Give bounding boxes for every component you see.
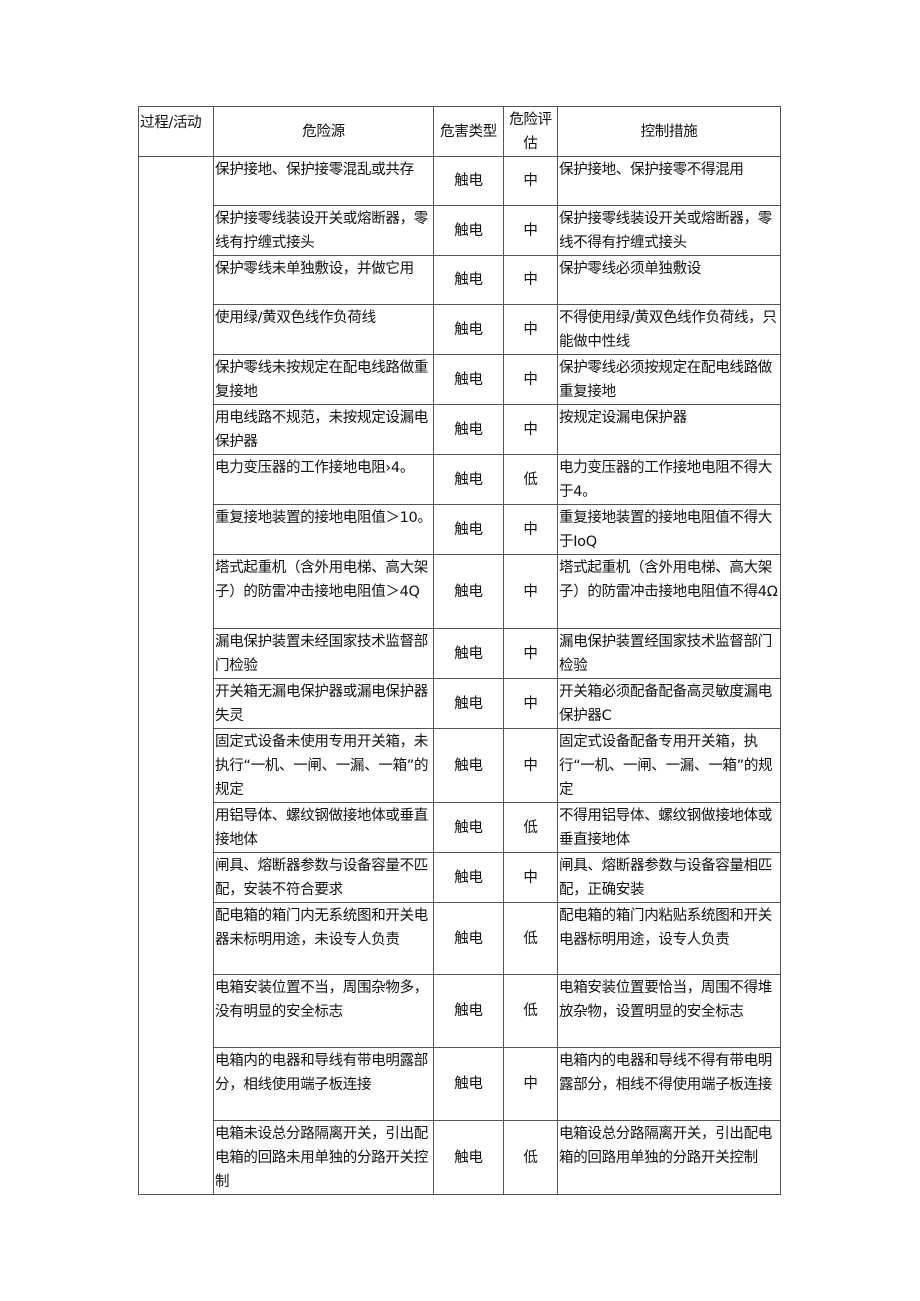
table-row: 重复接地装置的接地电阻值＞10。 触电中重复接地装置的接地电阻值不得大于IoQ bbox=[139, 504, 781, 555]
risk-level-cell: 中 bbox=[503, 354, 558, 405]
risk-level-cell: 低 bbox=[503, 802, 558, 853]
hazard-type-cell: 触电 bbox=[433, 1120, 504, 1195]
hazard-type-cell: 触电 bbox=[433, 678, 504, 729]
risk-level-cell: 中 bbox=[503, 628, 558, 679]
hazard-type-cell: 触电 bbox=[433, 628, 504, 679]
control-measure-cell: 重复接地装置的接地电阻值不得大于IoQ bbox=[557, 504, 781, 555]
risk-level-cell: 低 bbox=[503, 1120, 558, 1195]
control-measure-cell: 保护零线必须按规定在配电线路做重复接地 bbox=[557, 354, 781, 405]
hazard-source-cell: 电箱安装位置不当，周围杂物多，没有明显的安全标志 bbox=[213, 974, 434, 1048]
control-measure-cell: 固定式设备配备专用开关箱，执行“一机、一闸、一漏、一箱”的规定 bbox=[557, 728, 781, 803]
hazard-type-cell: 触电 bbox=[433, 205, 504, 256]
hazard-type-cell: 触电 bbox=[433, 852, 504, 903]
hazard-table: 过程/活动 危险源 危害类型 危险评估 控制措施 保护接地、保护接零混乱或共存触… bbox=[138, 106, 781, 1195]
hazard-source-cell: 电箱内的电器和导线有带电明露部分，相线使用端子板连接 bbox=[213, 1047, 434, 1121]
control-measure-cell: 漏电保护装置经国家技术监督部门检验 bbox=[557, 628, 781, 679]
hazard-type-cell: 触电 bbox=[433, 404, 504, 455]
hazard-type-cell: 触电 bbox=[433, 156, 504, 206]
risk-level-cell: 中 bbox=[503, 205, 558, 256]
table-row: 用电线路不规范，未按规定设漏电保护器 触电中按规定设漏电保护器 bbox=[139, 404, 781, 455]
table-row: 漏电保护装置未经国家技术监督部门检验 触电中漏电保护装置经国家技术监督部门检验 bbox=[139, 628, 781, 679]
table-row: 电力变压器的工作接地电阻›4。 触电低电力变压器的工作接地电阻不得大于4。 bbox=[139, 454, 781, 505]
risk-level-cell: 中 bbox=[503, 728, 558, 803]
table-row: 保护零线未按规定在配电线路做重复接地 触电中保护零线必须按规定在配电线路做重复接地 bbox=[139, 354, 781, 405]
table-row: 配电箱的箱门内无系统图和开关电器未标明用途，未设专人负责 触电低配电箱的箱门内粘贴… bbox=[139, 902, 781, 975]
table-row: 电箱安装位置不当，周围杂物多，没有明显的安全标志 触电低电箱安装位置要恰当，周围不… bbox=[139, 974, 781, 1048]
hazard-type-cell: 触电 bbox=[433, 728, 504, 803]
risk-level-cell: 低 bbox=[503, 974, 558, 1048]
control-measure-cell: 不得用铝导体、螺纹钢做接地体或垂直接地体 bbox=[557, 802, 781, 853]
hazard-type-cell: 触电 bbox=[433, 902, 504, 975]
table-row: 保护零线未单独敷设，并做它用 触电中保护零线必须单独敷设 bbox=[139, 255, 781, 305]
hazard-source-cell: 塔式起重机（含外用电梯、高大架子）的防雷冲击接地电阻值＞4Q bbox=[213, 554, 434, 629]
risk-level-cell: 中 bbox=[503, 1047, 558, 1121]
risk-level-cell: 中 bbox=[503, 304, 558, 355]
risk-level-cell: 中 bbox=[503, 156, 558, 206]
hazard-type-cell: 触电 bbox=[433, 304, 504, 355]
table-row: 使用绿/黄双色线作负荷线 触电中不得使用绿/黄双色线作负荷线，只能做中性线 bbox=[139, 304, 781, 355]
risk-level-cell: 低 bbox=[503, 902, 558, 975]
control-measure-cell: 电箱内的电器和导线不得有带电明露部分，相线不得使用端子板连接 bbox=[557, 1047, 781, 1121]
hazard-type-cell: 触电 bbox=[433, 504, 504, 555]
control-measure-cell: 电箱设总分路隔离开关，引出配电箱的回路用单独的分路开关控制 bbox=[557, 1120, 781, 1195]
header-source: 危险源 bbox=[213, 106, 434, 157]
hazard-source-cell: 保护接零线装设开关或熔断器，零线有拧缠式接头 bbox=[213, 205, 434, 256]
hazard-type-cell: 触电 bbox=[433, 974, 504, 1048]
table-row: 保护接地、保护接零混乱或共存 触电中保护接地、保护接零不得混用 bbox=[138, 156, 781, 1195]
header-activity: 过程/活动 bbox=[138, 106, 214, 157]
table-row: 电箱未设总分路隔离开关，引出配电箱的回路未用单独的分路开关控制 触电低电箱设总分路… bbox=[139, 1120, 781, 1195]
hazard-source-cell: 重复接地装置的接地电阻值＞10。 bbox=[213, 504, 434, 555]
hazard-source-cell: 固定式设备未使用专用开关箱，未执行“一机、一闸、一漏、一箱”的规定 bbox=[213, 728, 434, 803]
hazard-type-cell: 触电 bbox=[433, 454, 504, 505]
risk-level-cell: 中 bbox=[503, 852, 558, 903]
hazard-type-cell: 触电 bbox=[433, 554, 504, 629]
risk-level-cell: 中 bbox=[503, 255, 558, 305]
table-header-row: 过程/活动 危险源 危害类型 危险评估 控制措施 bbox=[138, 106, 781, 157]
control-measure-cell: 保护零线必须单独敷设 bbox=[557, 255, 781, 305]
hazard-source-cell: 保护接地、保护接零混乱或共存 bbox=[213, 156, 434, 206]
control-measure-cell: 开关箱必须配备配备高灵敏度漏电保护器C bbox=[557, 678, 781, 729]
control-measure-cell: 配电箱的箱门内粘贴系统图和开关电器标明用途，设专人负责 bbox=[557, 902, 781, 975]
control-measure-cell: 保护接零线装设开关或熔断器，零线不得有拧缠式接头 bbox=[557, 205, 781, 256]
hazard-type-cell: 触电 bbox=[433, 354, 504, 405]
control-measure-cell: 保护接地、保护接零不得混用 bbox=[557, 156, 781, 206]
control-measure-cell: 塔式起重机（含外用电梯、高大架子）的防雷冲击接地电阻值不得4Ω bbox=[557, 554, 781, 629]
hazard-source-cell: 使用绿/黄双色线作负荷线 bbox=[213, 304, 434, 355]
control-measure-cell: 按规定设漏电保护器 bbox=[557, 404, 781, 455]
table-row: 电箱内的电器和导线有带电明露部分，相线使用端子板连接 触电中电箱内的电器和导线不得… bbox=[139, 1047, 781, 1121]
hazard-type-cell: 触电 bbox=[433, 802, 504, 853]
header-risk: 危险评估 bbox=[503, 106, 558, 157]
hazard-source-cell: 配电箱的箱门内无系统图和开关电器未标明用途，未设专人负责 bbox=[213, 902, 434, 975]
control-measure-cell: 电力变压器的工作接地电阻不得大于4。 bbox=[557, 454, 781, 505]
control-measure-cell: 不得使用绿/黄双色线作负荷线，只能做中性线 bbox=[557, 304, 781, 355]
risk-level-cell: 中 bbox=[503, 678, 558, 729]
table-row: 开关箱无漏电保护器或漏电保护器失灵 触电中开关箱必须配备配备高灵敏度漏电保护器C bbox=[139, 678, 781, 729]
risk-level-cell: 中 bbox=[503, 504, 558, 555]
table-row: 闸具、熔断器参数与设备容量不匹配，安装不符合要求 触电中闸具、熔断器参数与设备容量… bbox=[139, 852, 781, 903]
table-row: 保护接零线装设开关或熔断器，零线有拧缠式接头 触电中保护接零线装设开关或熔断器，零… bbox=[139, 205, 781, 256]
hazard-source-cell: 漏电保护装置未经国家技术监督部门检验 bbox=[213, 628, 434, 679]
hazard-type-cell: 触电 bbox=[433, 1047, 504, 1121]
table-row: 塔式起重机（含外用电梯、高大架子）的防雷冲击接地电阻值＞4Q 触电中塔式起重机（含… bbox=[139, 554, 781, 629]
control-measure-cell: 闸具、熔断器参数与设备容量相匹配，正确安装 bbox=[557, 852, 781, 903]
risk-level-cell: 低 bbox=[503, 454, 558, 505]
table-row: 用铝导体、螺纹钢做接地体或垂直接地体 触电低不得用铝导体、螺纹钢做接地体或垂直接地… bbox=[139, 802, 781, 853]
hazard-source-cell: 用铝导体、螺纹钢做接地体或垂直接地体 bbox=[213, 802, 434, 853]
control-measure-cell: 电箱安装位置要恰当，周围不得堆放杂物，设置明显的安全标志 bbox=[557, 974, 781, 1048]
hazard-source-cell: 闸具、熔断器参数与设备容量不匹配，安装不符合要求 bbox=[213, 852, 434, 903]
hazard-source-cell: 保护零线未单独敷设，并做它用 bbox=[213, 255, 434, 305]
table-row: 固定式设备未使用专用开关箱，未执行“一机、一闸、一漏、一箱”的规定 触电中固定式设… bbox=[139, 728, 781, 803]
hazard-source-cell: 开关箱无漏电保护器或漏电保护器失灵 bbox=[213, 678, 434, 729]
risk-level-cell: 中 bbox=[503, 554, 558, 629]
hazard-type-cell: 触电 bbox=[433, 255, 504, 305]
hazard-source-cell: 电力变压器的工作接地电阻›4。 bbox=[213, 454, 434, 505]
hazard-source-cell: 电箱未设总分路隔离开关，引出配电箱的回路未用单独的分路开关控制 bbox=[213, 1120, 434, 1195]
risk-level-cell: 中 bbox=[503, 404, 558, 455]
activity-cell bbox=[138, 156, 214, 1195]
hazard-source-cell: 用电线路不规范，未按规定设漏电保护器 bbox=[213, 404, 434, 455]
header-type: 危害类型 bbox=[433, 106, 504, 157]
hazard-source-cell: 保护零线未按规定在配电线路做重复接地 bbox=[213, 354, 434, 405]
header-control: 控制措施 bbox=[557, 106, 781, 157]
